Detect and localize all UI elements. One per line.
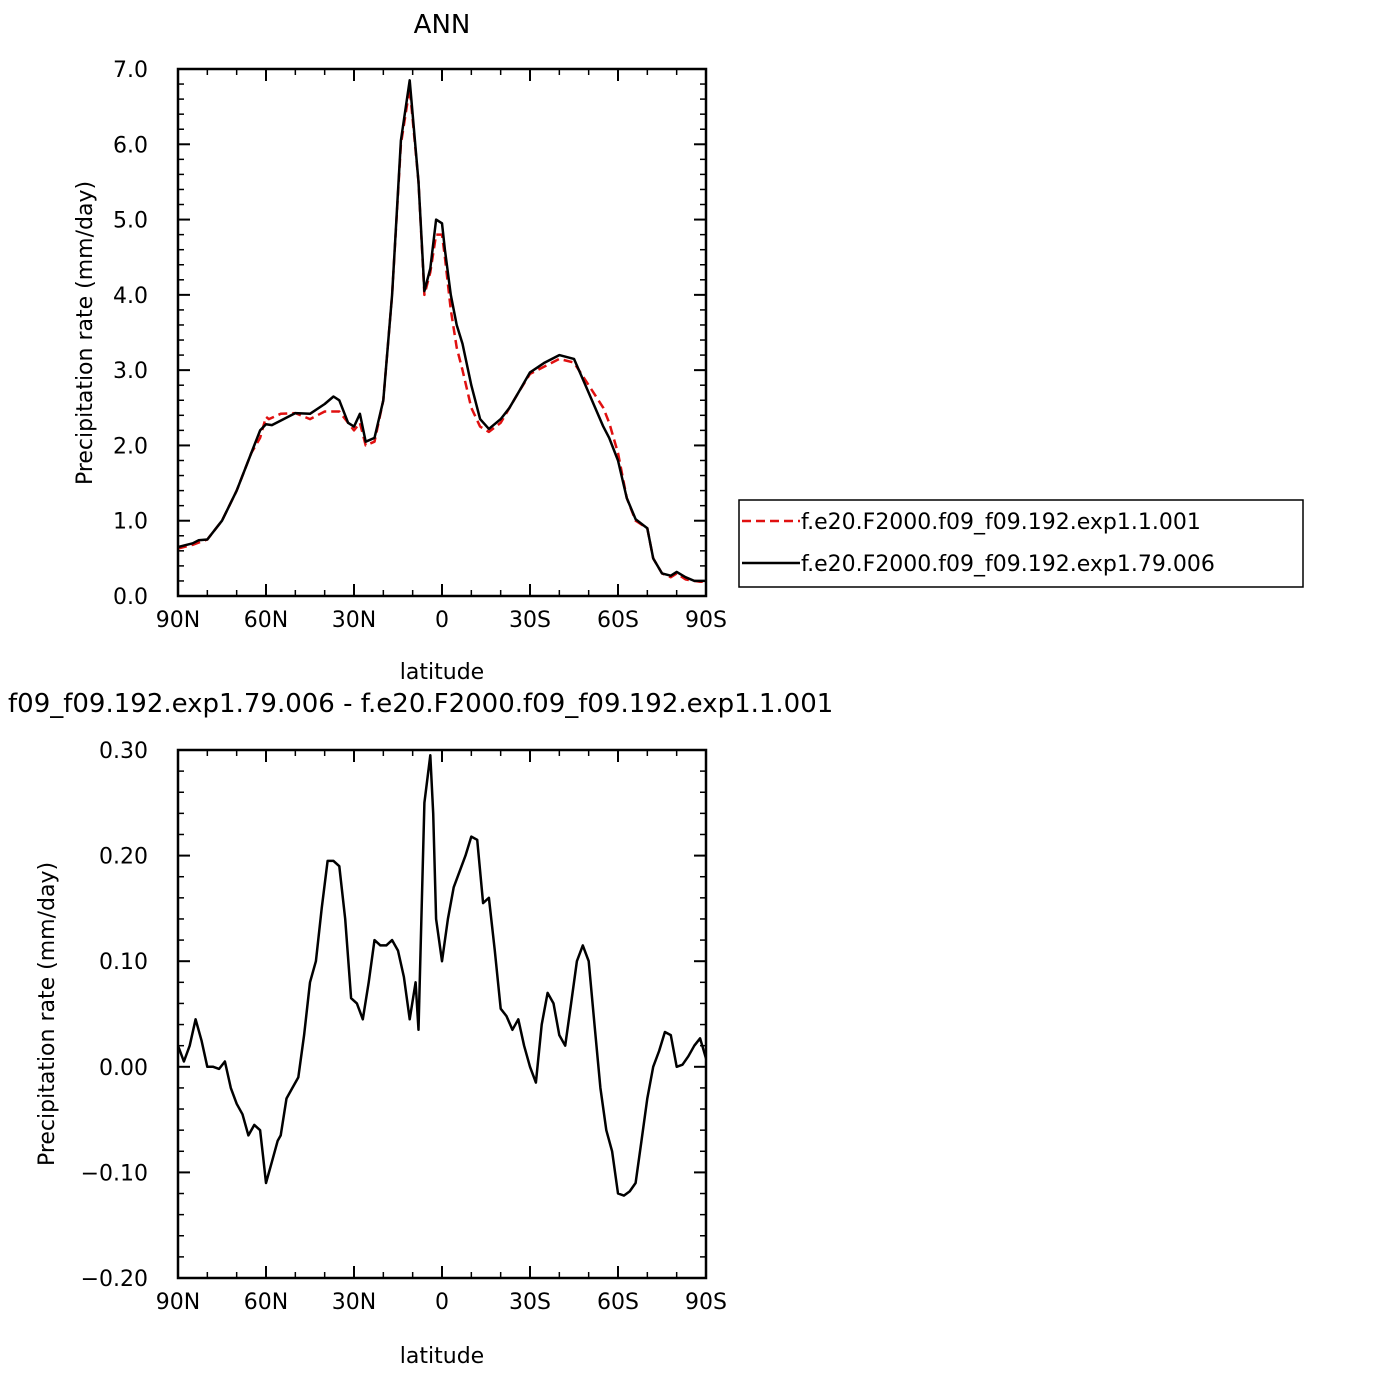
x-tick-label: 0 [435, 608, 449, 633]
legend-entry-series-2: f.e20.F2000.f09_f09.192.exp1.79.006 [801, 552, 1215, 577]
y-tick-label: 0.00 [99, 1056, 148, 1081]
bottom-panel-y-axis-label: Precipitation rate (mm/day) [35, 862, 60, 1166]
x-tick-label: 30N [332, 608, 376, 633]
x-tick-label: 90S [685, 608, 727, 633]
y-tick-label: 4.0 [113, 284, 148, 309]
y-tick-label: 0.10 [99, 950, 148, 975]
x-tick-label: 90N [156, 608, 200, 633]
y-tick-label: 6.0 [113, 133, 148, 158]
x-tick-label: 30N [332, 1290, 376, 1315]
top-panel-plot-frame [176, 67, 708, 598]
x-tick-label: 90N [156, 1290, 200, 1315]
top-panel-y-axis-label: Precipitation rate (mm/day) [73, 181, 98, 485]
x-tick-label: 60N [244, 1290, 288, 1315]
y-tick-label: 5.0 [113, 209, 148, 234]
top-panel-x-axis-label: latitude [400, 660, 484, 685]
legend-box [738, 499, 1304, 588]
top-panel-series [178, 79, 706, 583]
bottom-panel: f09_f09.192.exp1.79.006 - f.e20.F2000.f0… [8, 689, 833, 1369]
y-tick-label: 7.0 [113, 58, 148, 83]
bottom-panel-plot-frame [176, 748, 708, 1280]
x-tick-label: 30S [509, 1290, 551, 1315]
y-tick-label: 3.0 [113, 359, 148, 384]
bottom-panel-title: f09_f09.192.exp1.79.006 - f.e20.F2000.f0… [8, 689, 833, 719]
y-tick-label: 0.0 [113, 585, 148, 610]
x-tick-label: 0 [435, 1290, 449, 1315]
x-tick-label: 60S [597, 608, 639, 633]
legend-entry-series-1: f.e20.F2000.f09_f09.192.exp1.1.001 [801, 510, 1201, 535]
y-tick-label: 0.20 [99, 845, 148, 870]
series-line-2 [178, 79, 706, 583]
x-tick-label: 30S [509, 608, 551, 633]
y-tick-label: 2.0 [113, 434, 148, 459]
x-tick-label: 90S [685, 1290, 727, 1315]
series-line-1 [178, 86, 706, 583]
top-panel-legend: f.e20.F2000.f09_f09.192.exp1.1.001 f.e20… [738, 499, 1304, 588]
y-tick-label: 1.0 [113, 510, 148, 535]
x-tick-label: 60S [597, 1290, 639, 1315]
top-panel: ANN latitude Precipitation rate (mm/day)… [73, 10, 727, 685]
series-line-1 [178, 754, 706, 1197]
bottom-panel-x-axis-label: latitude [400, 1344, 484, 1369]
y-tick-label: −0.20 [81, 1267, 148, 1292]
y-tick-label: −0.10 [81, 1161, 148, 1186]
top-panel-title: ANN [414, 10, 471, 40]
x-tick-label: 60N [244, 608, 288, 633]
y-tick-label: 0.30 [99, 739, 148, 764]
bottom-panel-series [178, 754, 706, 1197]
